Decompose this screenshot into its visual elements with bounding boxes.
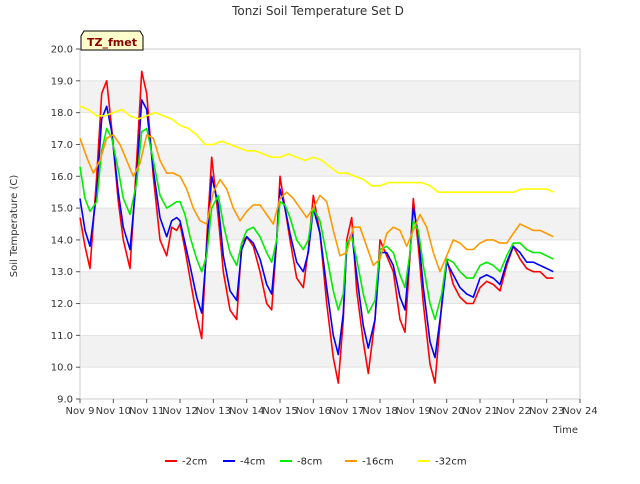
site-badge-box	[80, 30, 144, 51]
background-band	[80, 335, 580, 368]
y-tick-label: 14.0	[51, 235, 73, 246]
legend-label: -16cm	[362, 457, 394, 468]
x-tick-label: Nov 10	[96, 406, 131, 417]
y-tick-label: 12.0	[51, 299, 73, 310]
x-tick-label: Nov 22	[496, 406, 531, 417]
series-line-16cmcm	[79, 134, 554, 273]
x-tick-label: Nov 15	[262, 406, 297, 417]
y-tick-label: 11.0	[51, 331, 73, 342]
x-tick-label: Nov 11	[129, 406, 164, 417]
y-tick-label: 20.0	[51, 45, 73, 56]
x-tick-label: Nov 20	[429, 406, 464, 417]
legend-label: -4cm	[240, 457, 265, 468]
y-tick-label: 18.0	[51, 108, 73, 119]
plot-area-frame	[79, 48, 581, 400]
series-layer	[79, 70, 554, 384]
x-tick-label: Nov 12	[162, 406, 197, 417]
x-tick-label: Nov 17	[329, 406, 364, 417]
y-tick-label: 19.0	[51, 76, 73, 87]
x-tick-label: Nov 18	[362, 406, 397, 417]
y-tick-label: 17.0	[51, 140, 73, 151]
series-line-4cmcm	[79, 99, 554, 359]
y-axis-ticks: 9.0 10.0 11.0 12.0 13.0 14.0 15.0 16.0 17.0 18.0 1…	[51, 45, 80, 406]
y-axis-label: Soil Temperature (C)	[9, 175, 20, 278]
x-tick-label: Nov 19	[396, 406, 431, 417]
chart-title: Tonzi Soil Temperature Set D	[231, 4, 404, 18]
x-tick-label: Nov 23	[529, 406, 564, 417]
series-line-8cmcm	[79, 127, 554, 321]
background-band	[80, 144, 580, 177]
y-tick-label: 13.0	[51, 267, 73, 278]
y-tick-label: 10.0	[51, 363, 73, 374]
x-tick-label: Nov 24	[562, 406, 597, 417]
legend: -2cm -4cm -8cm -16cm -32cm	[165, 457, 467, 468]
series-line-32cmcm	[79, 105, 554, 193]
y-tick-label: 9.0	[57, 395, 73, 406]
site-badge: TZ_fmet	[80, 30, 144, 51]
x-tick-label: Nov 16	[296, 406, 331, 417]
legend-label: -2cm	[182, 457, 207, 468]
x-axis-label: Time	[553, 425, 578, 436]
legend-label: -8cm	[297, 457, 322, 468]
x-tick-label: Nov 13	[196, 406, 231, 417]
y-tick-label: 15.0	[51, 204, 73, 215]
background-band	[80, 80, 580, 113]
legend-label: -32cm	[435, 457, 467, 468]
x-tick-label: Nov 9	[65, 406, 94, 417]
y-tick-label: 16.0	[51, 172, 73, 183]
site-badge-label: TZ_fmet	[87, 36, 137, 49]
x-tick-label: Nov 14	[229, 406, 264, 417]
x-tick-label: Nov 21	[462, 406, 497, 417]
